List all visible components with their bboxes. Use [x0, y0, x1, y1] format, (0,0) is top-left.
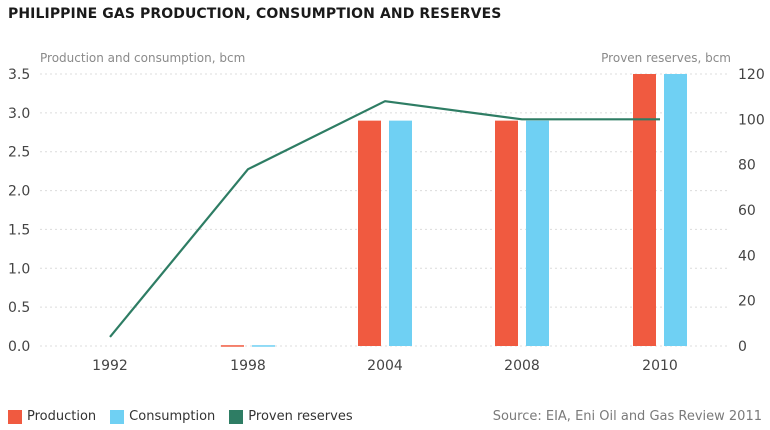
bar-production [495, 120, 518, 346]
legend-swatch-production [8, 409, 22, 424]
left-axis-title: Production and consumption, bcm [40, 51, 246, 65]
x-tick-label: 1992 [92, 358, 128, 374]
left-tick-label: 1.0 [8, 261, 30, 277]
legend-label-production: Production [27, 409, 97, 424]
bar-production [633, 74, 656, 346]
legend: Production Consumption Proven reserves [8, 409, 353, 424]
right-tick-label: 120 [738, 67, 765, 83]
bar-consumption [252, 345, 275, 347]
right-axis-title: Proven reserves, bcm [601, 51, 731, 65]
legend-swatch-proven-reserves [229, 409, 244, 424]
legend-item-proven-reserves: Proven reserves [229, 409, 353, 424]
right-tick-label: 60 [738, 203, 756, 219]
bar-consumption [526, 120, 549, 346]
left-tick-label: 2.0 [8, 184, 30, 200]
legend-item-consumption: Consumption [110, 409, 215, 424]
right-tick-label: 20 [738, 294, 756, 310]
chart-title: PHILIPPINE GAS PRODUCTION, CONSUMPTION A… [8, 6, 502, 22]
x-tick-label: 2008 [504, 358, 540, 374]
line-proven-reserves [109, 100, 660, 338]
left-tick-label: 0.5 [8, 300, 30, 316]
bar-production [358, 120, 381, 346]
left-tick-label: 2.5 [8, 145, 30, 161]
chart-plot: 0.0 0.5 1.0 1.5 2.0 2.5 3.0 3.5 0 20 40 60 80 100 120 1… [8, 67, 765, 374]
source-note: Source: EIA, Eni Oil and Gas Review 2011 [492, 409, 762, 424]
bar-production [221, 345, 244, 347]
left-tick-label: 0.0 [8, 339, 30, 355]
legend-label-consumption: Consumption [129, 409, 216, 424]
x-tick-label: 1998 [230, 358, 266, 374]
legend-swatch-consumption [110, 409, 125, 424]
right-tick-label: 100 [738, 112, 765, 128]
legend-label-proven-reserves: Proven reserves [248, 409, 353, 424]
right-tick-label: 0 [738, 339, 747, 355]
right-tick-label: 40 [738, 248, 756, 264]
left-tick-label: 3.5 [8, 67, 30, 83]
bar-consumption [389, 120, 412, 346]
x-tick-label: 2004 [367, 358, 403, 374]
left-tick-label: 3.0 [8, 106, 30, 122]
x-tick-label: 2010 [642, 358, 678, 374]
left-tick-label: 1.5 [8, 222, 30, 238]
right-tick-label: 80 [738, 158, 756, 174]
legend-item-production: Production [8, 409, 96, 424]
bar-consumption [664, 74, 687, 346]
